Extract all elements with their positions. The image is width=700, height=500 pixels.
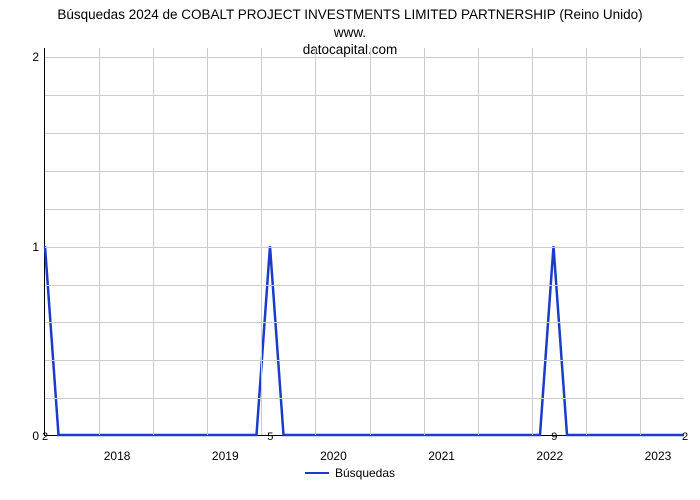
gridline-vertical <box>315 48 316 435</box>
x-tick-label: 2020 <box>320 435 347 463</box>
gridline-vertical <box>261 48 262 435</box>
gridline-horizontal <box>45 247 684 248</box>
series-line <box>45 246 684 435</box>
legend-swatch <box>305 472 329 474</box>
gridline-vertical <box>640 48 641 435</box>
gridline-horizontal-minor <box>45 209 684 210</box>
gridline-vertical <box>424 48 425 435</box>
x-tick-label: 2019 <box>212 435 239 463</box>
gridline-horizontal-minor <box>45 360 684 361</box>
gridline-vertical <box>207 48 208 435</box>
x-tick-label: 2022 <box>536 435 563 463</box>
y-tick-label: 1 <box>32 240 45 254</box>
x-overlay-value-label: 5 <box>267 432 273 443</box>
gridline-vertical <box>99 48 100 435</box>
gridline-vertical <box>153 48 154 435</box>
chart-title-line1: Búsquedas 2024 de COBALT PROJECT INVESTM… <box>57 7 642 40</box>
gridline-horizontal-minor <box>45 171 684 172</box>
data-line <box>45 48 684 435</box>
x-tick-label: 2018 <box>104 435 131 463</box>
gridline-horizontal-minor <box>45 285 684 286</box>
gridline-vertical <box>532 48 533 435</box>
plot-area: 0122018201920202021202220232592 <box>44 48 684 436</box>
x-overlay-value-label: 2 <box>682 432 688 443</box>
gridline-horizontal-minor <box>45 322 684 323</box>
gridline-vertical <box>478 48 479 435</box>
x-overlay-value-label: 9 <box>551 432 557 443</box>
x-overlay-value-label: 2 <box>42 432 48 443</box>
x-tick-label: 2023 <box>645 435 672 463</box>
legend-label: Búsquedas <box>335 466 395 480</box>
gridline-horizontal-minor <box>45 95 684 96</box>
gridline-horizontal <box>45 57 684 58</box>
gridline-horizontal-minor <box>45 398 684 399</box>
gridline-vertical <box>370 48 371 435</box>
y-tick-label: 2 <box>32 50 45 64</box>
gridline-vertical <box>586 48 587 435</box>
x-tick-label: 2021 <box>428 435 455 463</box>
gridline-horizontal-minor <box>45 133 684 134</box>
legend: Búsquedas <box>305 466 395 480</box>
